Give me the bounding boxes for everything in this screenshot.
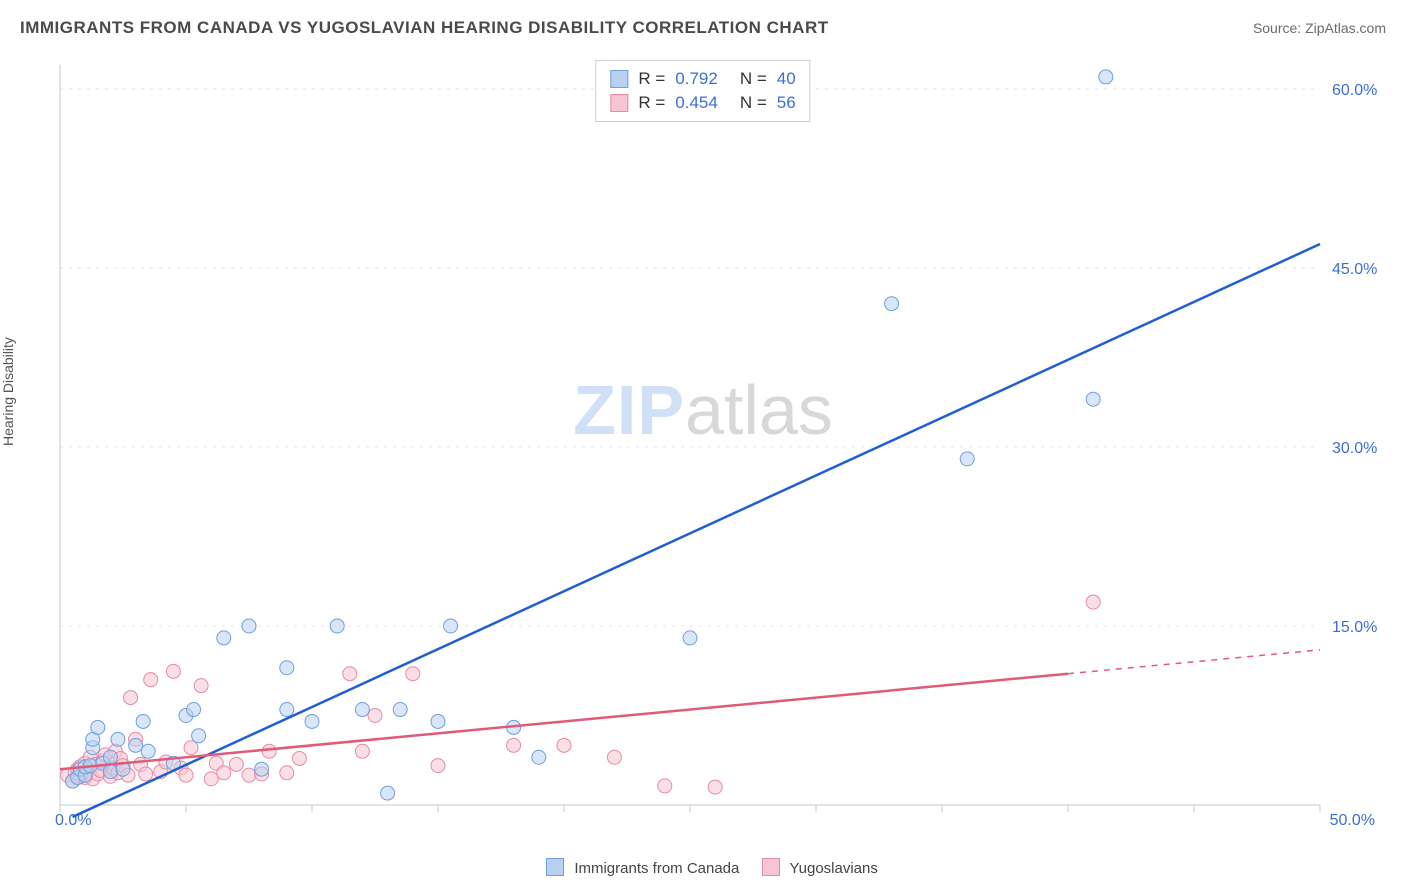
n-value-canada: 40: [777, 69, 796, 89]
legend-swatch-canada: [610, 70, 628, 88]
source-attribution: Source: ZipAtlas.com: [1253, 20, 1386, 36]
chart-svg: 15.0% 30.0% 45.0% 60.0% 0.0% 50.0%: [55, 55, 1385, 825]
svg-text:15.0%: 15.0%: [1332, 619, 1377, 636]
legend-swatch-yugo: [610, 94, 628, 112]
n-label: N =: [740, 69, 767, 89]
stats-row-yugo: R = 0.454 N = 56: [610, 91, 795, 115]
stats-box: R = 0.792 N = 40 R = 0.454 N = 56: [595, 60, 810, 122]
legend-label-yugo: Yugoslavians: [789, 860, 877, 877]
chart-title: IMMIGRANTS FROM CANADA VS YUGOSLAVIAN HE…: [20, 18, 829, 38]
bottom-legend: Immigrants from Canada Yugoslavians: [0, 858, 1406, 877]
svg-text:50.0%: 50.0%: [1330, 812, 1375, 825]
legend-swatch-yugo: [762, 858, 780, 876]
svg-text:60.0%: 60.0%: [1332, 82, 1377, 99]
chart-area: 15.0% 30.0% 45.0% 60.0% 0.0% 50.0%: [55, 55, 1385, 825]
n-label: N =: [740, 93, 767, 113]
r-value-yugo: 0.454: [675, 93, 718, 113]
r-label: R =: [638, 69, 665, 89]
n-value-yugo: 56: [777, 93, 796, 113]
stats-row-canada: R = 0.792 N = 40: [610, 67, 795, 91]
y-axis-label: Hearing Disability: [0, 337, 16, 446]
header: IMMIGRANTS FROM CANADA VS YUGOSLAVIAN HE…: [20, 18, 1386, 38]
svg-text:30.0%: 30.0%: [1332, 440, 1377, 457]
legend-label-canada: Immigrants from Canada: [574, 860, 739, 877]
legend-swatch-canada: [546, 858, 564, 876]
svg-text:45.0%: 45.0%: [1332, 261, 1377, 278]
r-value-canada: 0.792: [675, 69, 718, 89]
r-label: R =: [638, 93, 665, 113]
svg-text:0.0%: 0.0%: [55, 812, 91, 825]
